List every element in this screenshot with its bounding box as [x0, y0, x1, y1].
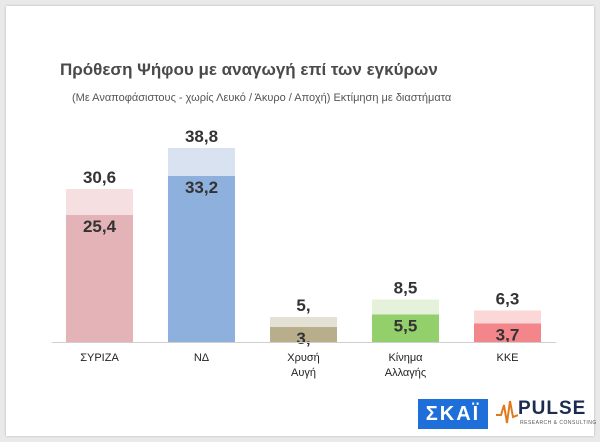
bar-lower-estimate — [66, 215, 133, 342]
data-label-lower: 5,5 — [394, 317, 418, 336]
category-label: Κίνημα — [388, 352, 423, 364]
data-label-upper: 30,6 — [83, 168, 116, 187]
data-label-lower: 33,2 — [185, 178, 218, 197]
data-label-upper: 5, — [296, 296, 310, 315]
data-label-upper: 8,5 — [394, 279, 418, 298]
chart-title: Πρόθεση Ψήφου με αναγωγή επί των εγκύρων — [60, 60, 438, 79]
pulse-wordmark: PULSE — [518, 398, 587, 419]
bar-lower-estimate — [474, 323, 541, 342]
category-label: Αλλαγής — [385, 367, 426, 379]
bar-lower-estimate — [270, 327, 337, 342]
category-label: Χρυσή — [287, 352, 320, 364]
data-label-lower: 25,4 — [83, 217, 117, 236]
data-label-upper: 6,3 — [496, 290, 520, 309]
category-label: ΚΚΕ — [496, 352, 518, 364]
category-label: Αυγή — [291, 367, 316, 379]
skai-logo: ΣΚΑΪ — [418, 399, 488, 429]
pulse-logo: PULSE RESEARCH & CONSULTING — [496, 397, 596, 431]
bar-lower-estimate — [372, 314, 439, 342]
bar-lower-estimate — [168, 176, 235, 342]
category-label: ΣΥΡΙΖΑ — [80, 352, 119, 364]
data-label-upper: 38,8 — [185, 127, 218, 146]
data-label-lower: 3,7 — [496, 326, 520, 345]
pulse-tagline: RESEARCH & CONSULTING — [520, 420, 597, 426]
category-label: ΝΔ — [194, 352, 210, 364]
pulse-wave-icon — [496, 400, 519, 424]
data-label-lower: 3, — [296, 329, 310, 348]
chart-subtitle: (Με Αναποφάσιστους - χωρίς Λευκό / Άκυρο… — [72, 92, 452, 104]
